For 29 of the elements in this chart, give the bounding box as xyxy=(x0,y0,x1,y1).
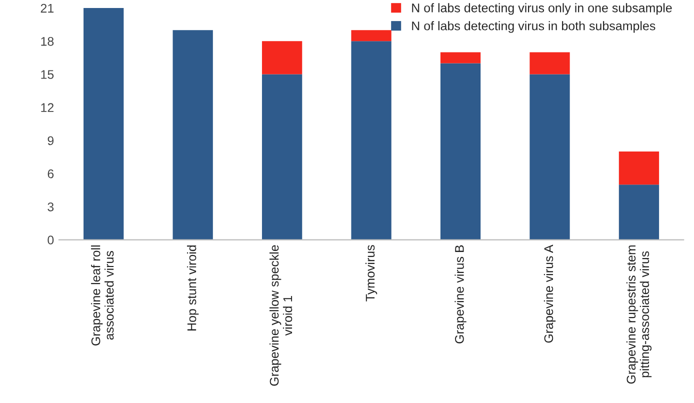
y-tick-label: 9 xyxy=(48,136,54,146)
x-tick-label: Grapevine virus A xyxy=(544,244,556,343)
y-tick-label: 18 xyxy=(41,36,54,46)
bar xyxy=(84,8,124,240)
y-tick-label: 15 xyxy=(41,70,54,79)
bar xyxy=(618,184,660,240)
bar xyxy=(172,30,213,240)
y-tick-label: 21 xyxy=(40,4,54,13)
bar xyxy=(530,52,570,74)
x-tick-label: Hop stunt viroid xyxy=(187,245,199,330)
x-tick-label: Grapevine rupestris stem pitting-associated virus xyxy=(626,245,652,384)
x-tick-label: Grapevine virus B xyxy=(454,245,466,344)
y-tick-label: 12 xyxy=(41,103,54,112)
bar xyxy=(351,41,392,240)
legend-label: N of labs detecting virus only in one subsample xyxy=(412,3,672,15)
y-tick-label: 6 xyxy=(48,169,54,178)
x-tick-label: Tymovirus xyxy=(365,245,378,302)
legend-label: N of labs detecting virus in both subsamples xyxy=(412,21,656,33)
bar xyxy=(351,30,392,42)
x-tick-label: Grapevine yellow speckle viroid 1 xyxy=(270,245,292,386)
y-tick-label: 3 xyxy=(48,202,54,212)
bar xyxy=(262,41,302,74)
bar xyxy=(262,74,302,240)
y-tick-label: 0 xyxy=(48,236,54,244)
bar xyxy=(530,74,570,240)
x-tick-label: Grapevine leaf roll associated virus xyxy=(91,245,114,346)
bar xyxy=(440,52,481,64)
bar xyxy=(618,152,660,185)
bar xyxy=(440,63,481,240)
